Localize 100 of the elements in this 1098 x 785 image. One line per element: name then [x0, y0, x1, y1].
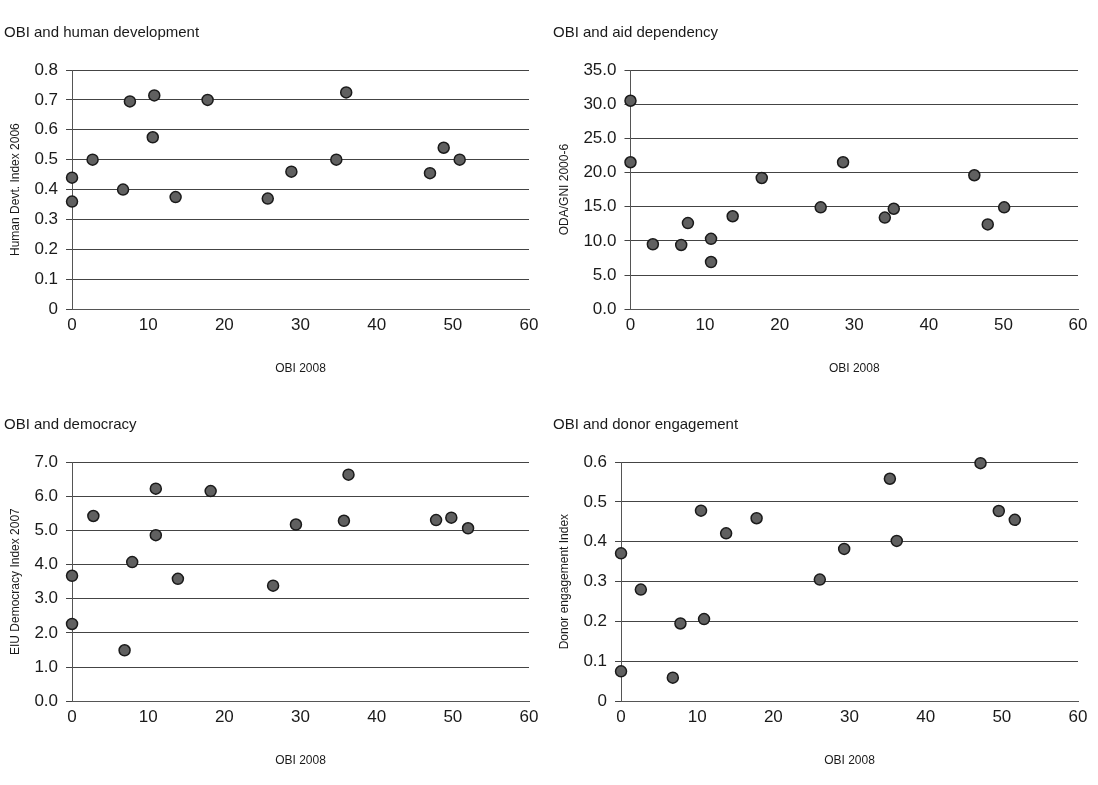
- point: [697, 612, 711, 626]
- point: [883, 472, 897, 485]
- y-tick-label: 0.6: [583, 451, 608, 471]
- y-tick-label: 30.0: [583, 93, 617, 113]
- x-tick-label: 0: [67, 707, 77, 727]
- point: [974, 456, 987, 470]
- x-tick-label: 20: [763, 707, 783, 727]
- point: [878, 211, 892, 224]
- point: [118, 644, 131, 657]
- y-tick-label: 0.1: [583, 651, 608, 671]
- y-axis-title: EIU Democracy Index 2007: [7, 507, 22, 655]
- x-axis-title: OBI 2008: [275, 361, 327, 376]
- point: [674, 617, 687, 630]
- x-tick-label: 50: [993, 315, 1013, 335]
- chart-title: OBI and human development: [4, 23, 200, 41]
- point: [614, 665, 628, 678]
- point: [890, 534, 903, 548]
- point: [148, 89, 161, 102]
- y-tick-label: 35.0: [583, 59, 617, 79]
- y-tick-label: 0.0: [592, 298, 617, 318]
- point: [146, 131, 160, 144]
- point: [149, 482, 163, 495]
- y-tick-label: 0.8: [34, 59, 59, 79]
- x-tick-label: 0: [67, 315, 77, 335]
- point: [342, 468, 355, 481]
- point: [86, 153, 99, 166]
- x-axis-title: OBI 2008: [275, 753, 327, 768]
- point: [681, 216, 695, 230]
- y-tick-label: 0.4: [34, 179, 59, 199]
- point: [330, 153, 343, 166]
- point: [755, 171, 769, 185]
- point: [968, 169, 981, 182]
- y-tick-label: 15.0: [583, 196, 617, 216]
- point: [719, 527, 733, 540]
- point: [666, 671, 680, 684]
- point: [125, 555, 139, 569]
- point: [837, 542, 851, 556]
- point: [981, 218, 994, 231]
- y-tick-label: 0.3: [34, 209, 59, 229]
- y-tick-label: 0: [597, 690, 608, 710]
- y-tick-label: 0.2: [34, 239, 59, 259]
- point: [445, 511, 458, 524]
- point: [437, 141, 450, 154]
- y-tick-label: 20.0: [583, 162, 617, 182]
- point: [704, 255, 718, 269]
- point: [750, 511, 763, 525]
- y-tick-label: 0.7: [34, 89, 59, 109]
- x-tick-label: 10: [695, 315, 715, 335]
- point: [429, 513, 443, 527]
- y-axis-title: Donor engagement Index: [556, 513, 571, 650]
- x-tick-label: 40: [367, 707, 387, 727]
- y-tick-label: 0.5: [34, 149, 59, 169]
- point: [694, 504, 708, 517]
- point: [453, 153, 466, 166]
- point: [149, 528, 163, 542]
- point: [285, 165, 298, 178]
- x-tick-label: 30: [291, 707, 310, 727]
- point: [624, 156, 637, 169]
- x-tick-label: 40: [916, 707, 936, 727]
- x-tick-label: 40: [367, 315, 387, 335]
- x-tick-label: 50: [992, 707, 1012, 727]
- point: [1008, 513, 1022, 527]
- point: [171, 572, 185, 586]
- point: [289, 518, 303, 531]
- point: [461, 522, 475, 535]
- y-tick-label: 2.0: [34, 622, 59, 642]
- x-tick-label: 30: [291, 315, 310, 335]
- y-tick-label: 25.0: [583, 128, 617, 148]
- point: [65, 171, 79, 184]
- point: [813, 573, 827, 586]
- point: [65, 569, 79, 583]
- point: [814, 201, 827, 214]
- x-tick-label: 60: [1068, 315, 1088, 335]
- x-tick-label: 10: [138, 707, 158, 727]
- point: [674, 238, 688, 252]
- x-tick-label: 30: [840, 707, 859, 727]
- y-tick-label: 0.5: [583, 491, 608, 511]
- y-tick-label: 7.0: [34, 451, 59, 471]
- point: [116, 183, 130, 196]
- point: [204, 484, 217, 498]
- x-tick-label: 30: [844, 315, 864, 335]
- point: [624, 94, 637, 107]
- x-tick-label: 20: [770, 315, 790, 335]
- y-tick-label: 1.0: [34, 656, 59, 676]
- x-tick-label: 50: [443, 707, 463, 727]
- point: [123, 95, 137, 108]
- x-tick-label: 50: [443, 315, 463, 335]
- point: [201, 93, 214, 107]
- point: [726, 210, 739, 223]
- y-tick-label: 0: [48, 298, 59, 318]
- point: [337, 514, 351, 528]
- point: [423, 166, 437, 180]
- y-tick-label: 10.0: [583, 230, 617, 250]
- point: [704, 232, 718, 246]
- x-tick-label: 0: [625, 315, 636, 335]
- x-axis-title: OBI 2008: [828, 361, 880, 376]
- y-tick-label: 6.0: [34, 485, 59, 505]
- x-tick-label: 20: [214, 315, 234, 335]
- x-tick-label: 60: [1068, 707, 1088, 727]
- y-tick-label: 5.0: [34, 520, 59, 540]
